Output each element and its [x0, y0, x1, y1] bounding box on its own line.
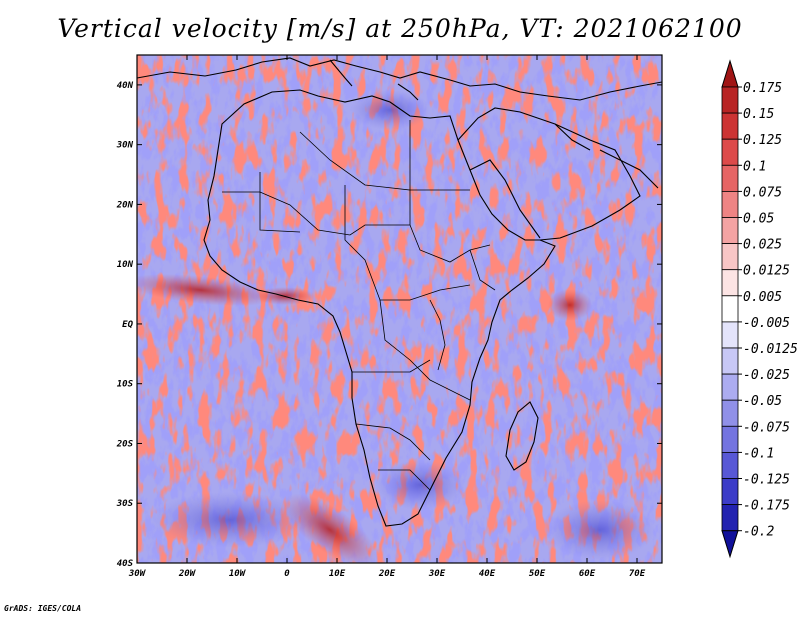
colorbar-swatch — [721, 138, 739, 166]
colorbar-label: -0.175 — [743, 499, 790, 514]
colorbar-swatch — [721, 399, 739, 427]
colorbar-swatch — [721, 425, 739, 453]
x-tick-label: 50E — [529, 569, 546, 579]
colorbar-label: 0.0125 — [743, 264, 790, 279]
colorbar-label: 0.125 — [743, 133, 782, 148]
x-tick-label: 40E — [479, 569, 496, 579]
y-tick-label: 40S — [117, 559, 134, 569]
y-tick-label: 20N — [116, 200, 134, 210]
colorbar-label: 0.15 — [743, 107, 774, 122]
colorbar-swatch — [721, 478, 739, 506]
colorbar-swatch — [721, 373, 739, 401]
plot-frame — [136, 54, 663, 564]
y-tick-label: 10N — [117, 260, 134, 270]
colorbar-swatch — [721, 451, 739, 479]
colorbar-label: -0.0125 — [743, 342, 798, 357]
country-borders — [222, 120, 496, 491]
colorbar-swatch — [721, 112, 739, 140]
colorbar-label: -0.075 — [743, 420, 790, 435]
colorbar-top-arrow — [721, 59, 739, 88]
x-tick-label: 0 — [284, 569, 290, 579]
map-title: Vertical velocity [m/s] at 250hPa, VT: 2… — [57, 14, 743, 43]
colorbar-label: 0.1 — [743, 159, 766, 174]
colorbar-swatch — [721, 347, 739, 375]
colorbar-label: -0.025 — [743, 368, 790, 383]
colorbar-label: 0.05 — [743, 212, 774, 227]
y-axis-ticks: 40N 30N 20N 10N EQ 10S 20S 30S 40S — [116, 81, 662, 569]
x-axis-ticks: 30W 20W 10W 0 10E 20E 30E 40E 50E 60E 70E — [128, 55, 646, 579]
colorbar-bottom-arrow — [721, 530, 739, 559]
coastlines — [137, 57, 662, 527]
y-tick-label: 30S — [116, 499, 134, 509]
colorbar-label: 0.005 — [743, 290, 782, 305]
colorbar-swatch — [721, 164, 739, 192]
colorbar-swatch — [721, 295, 739, 323]
x-tick-label: 10W — [229, 569, 247, 579]
x-tick-label: 20W — [178, 569, 197, 579]
colorbar-swatch — [721, 190, 739, 218]
colorbar-label: 0.175 — [743, 81, 782, 96]
colorbar-swatch — [721, 243, 739, 271]
colorbar: 0.175 0.15 0.125 0.1 0.075 0.05 0.025 0.0125 0.0… — [721, 59, 798, 559]
grads-credit: GrADS: IGES/COLA — [4, 604, 82, 613]
colorbar-label: 0.075 — [743, 185, 782, 200]
colorbar-swatch — [721, 86, 739, 114]
x-tick-label: 30W — [128, 569, 147, 579]
colorbar-swatch — [721, 321, 739, 349]
itcz-updraft-band — [137, 274, 275, 306]
x-tick-label: 60E — [579, 569, 596, 579]
y-tick-label: 40N — [117, 81, 134, 91]
y-tick-label: 30N — [116, 141, 134, 151]
colorbar-label: -0.125 — [743, 473, 790, 488]
colorbar-swatch — [721, 217, 739, 245]
x-tick-label: 30E — [428, 569, 446, 579]
velocity-field — [137, 55, 662, 563]
colorbar-label: -0.2 — [743, 525, 774, 540]
x-tick-label: 70E — [629, 569, 646, 579]
colorbar-label: -0.1 — [743, 446, 774, 461]
y-tick-label: EQ — [122, 320, 133, 330]
colorbar-swatch — [721, 269, 739, 297]
subsidence-region — [150, 492, 310, 548]
x-tick-label: 10E — [329, 569, 346, 579]
colorbar-swatch — [721, 504, 739, 532]
y-tick-label: 20S — [116, 439, 134, 449]
colorbar-label: -0.05 — [743, 394, 782, 409]
colorbar-label: -0.005 — [743, 316, 790, 331]
colorbar-label: 0.025 — [743, 238, 782, 253]
y-tick-label: 10S — [117, 380, 134, 390]
x-tick-label: 20E — [378, 569, 396, 579]
